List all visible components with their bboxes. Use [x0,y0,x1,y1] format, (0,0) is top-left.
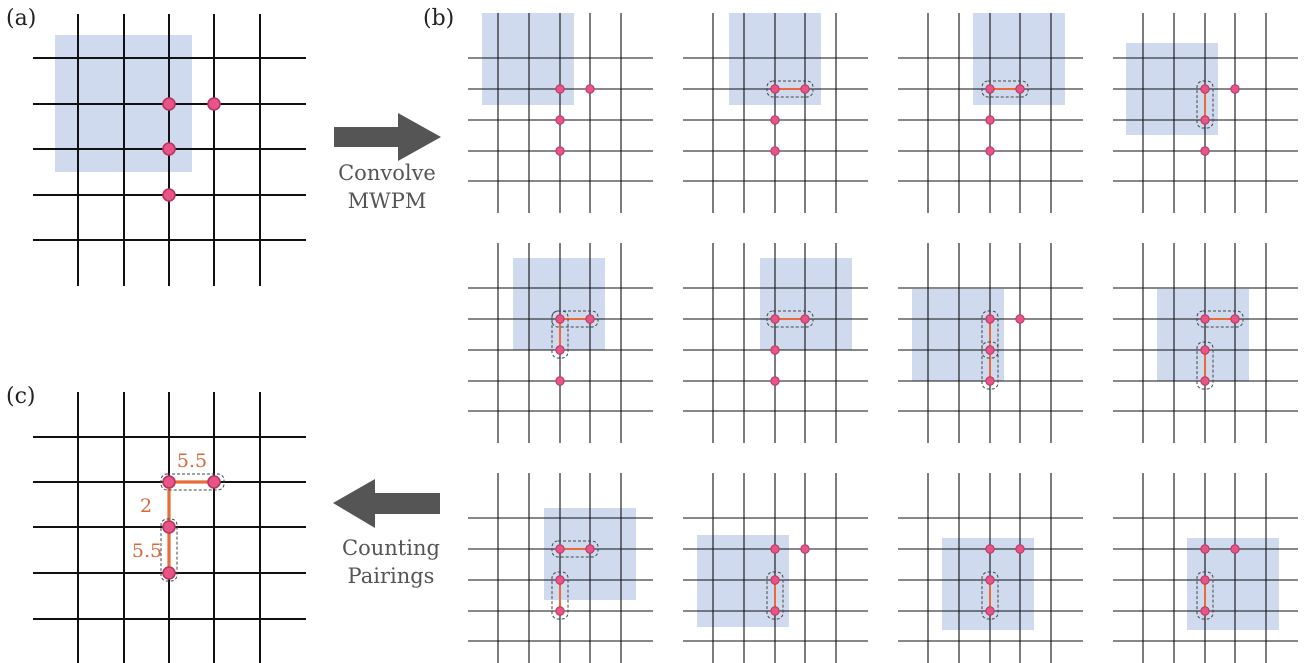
panel-b-grid-12-pair-outline [1196,571,1214,620]
panel-b-grid-9-defect [585,544,595,554]
panel-b-grid-5-defect [555,376,565,386]
panel-b-grid-11-defect [985,575,995,585]
panel-b-grid-8-defect [1200,376,1210,386]
panel-c-label: (c) [6,384,36,409]
arrow-left-icon [333,479,440,528]
panel-b-grid-3-defect [985,115,995,125]
panel-b-grid-1-defect [585,84,595,94]
panel-a-label: (a) [6,6,36,31]
panel-b-grid-9-defect [555,575,565,585]
panel-b-grid-4-defect [1230,84,1240,94]
panel-a-defect [162,142,176,156]
panel-b-grid-12-defect [1200,544,1210,554]
pair-outline-layer [160,80,1244,620]
panel-b-grid-6-defect [770,345,780,355]
panel-c-defect [162,520,176,534]
panel-a-defect [162,97,176,111]
panel-a-defect [207,97,221,111]
panel-b-grid-8-pair-outline [1196,310,1244,328]
panel-b-grid-4-pair-outline [1196,80,1214,129]
panel-b-grid-5-defect [555,314,565,324]
panel-b-grid-9-defect [555,544,565,554]
panel-b-grid-12-defect [1200,575,1210,585]
panel-b-grid-5-pair-outline [551,310,599,328]
panel-b-grid-10-defect [770,606,780,616]
panel-b-grid-2-defect [800,84,810,94]
panel-b-grid-7-defect [985,314,995,324]
panel-b-grid-4-defect [1200,115,1210,125]
panel-b-grid-6-defect [800,314,810,324]
panel-b-grid-9-pair-outline [551,571,569,620]
caption-counting: Counting [342,536,440,560]
panel-b-grid-7-defect [1015,314,1025,324]
panel-b-grid-3-defect [985,84,995,94]
panel-b-grid-1-defect [555,115,565,125]
panel-b-grid-2-pair-outline [766,80,814,98]
panel-b-grid-10-defect [800,544,810,554]
panel-b-grid-8-defect [1200,345,1210,355]
panel-b-grid-4-defect [1200,146,1210,156]
panel-b-grid-6-defect [770,376,780,386]
panel-b-grid-7-window [912,289,1004,381]
panel-b-grid-11-defect [985,544,995,554]
weight-label-horizontal: 5.5 [177,450,207,472]
panel-b-grid-3-defect [1015,84,1025,94]
panel-b-grid-5-defect [555,345,565,355]
panel-c-pair-outline [160,518,178,582]
panel-b-grid-4-defect [1200,84,1210,94]
panel-b-grid-1-defect [555,84,565,94]
arrow-right-icon [334,113,441,161]
panel-b-grid-9-pair-outline [551,540,599,558]
panel-b-grid-6-window [760,258,852,350]
panel-b-grid-8-defect [1230,314,1240,324]
panel-b-grid-8-defect [1200,314,1210,324]
panel-b-grid-10-defect [770,575,780,585]
panel-b-grid-11-defect [985,606,995,616]
caption-convolve: Convolve [338,161,436,185]
weight-label-connecting: 2 [140,495,152,517]
panel-b-grid-3-pair-outline [981,80,1029,98]
panel-b-grid-1-defect [555,146,565,156]
panel-b-grid-2-defect [770,146,780,156]
panel-b-grid-9-defect [555,606,565,616]
panel-b-grid-7-defect [985,376,995,386]
panel-c-pair-outline [160,473,225,491]
panel-b-grid-7-defect [985,345,995,355]
panel-b-grid-10-pair-outline [766,571,784,620]
panel-b-grid-8-pair-outline [1196,341,1214,390]
panel-b-grid-3-defect [985,146,995,156]
panel-b-label: (b) [423,6,454,31]
window-layer [55,13,1279,630]
defect-layer [162,84,1240,616]
panel-b-grid-12-defect [1200,606,1210,616]
panel-c-defect [162,475,176,489]
panel-b-grid-2-defect [770,84,780,94]
panel-b-grid-6-pair-outline [766,310,814,328]
panel-b-grid-11-defect [1015,544,1025,554]
panel-b-grid-5-pair-outline [551,310,569,359]
panel-b-grid-8-window [1157,289,1249,381]
panel-b-grid-10-defect [770,544,780,554]
caption-mwpm: MWPM [348,189,427,213]
panel-a-defect [162,188,176,202]
panel-b-grid-7-pair-outline [981,341,999,390]
weight-label-vertical: 5.5 [132,540,162,562]
panel-b-grid-5-defect [585,314,595,324]
panel-b-grid-6-defect [770,314,780,324]
panel-b-grid-11-pair-outline [981,571,999,620]
panel-b-grid-12-defect [1230,544,1240,554]
panel-c-defect [162,566,176,580]
panel-b-grid-7-pair-outline [981,310,999,359]
caption-pairings: Pairings [348,564,435,588]
panel-b-grid-2-defect [770,115,780,125]
grid-layer [33,13,1298,663]
panel-c-defect [207,475,221,489]
